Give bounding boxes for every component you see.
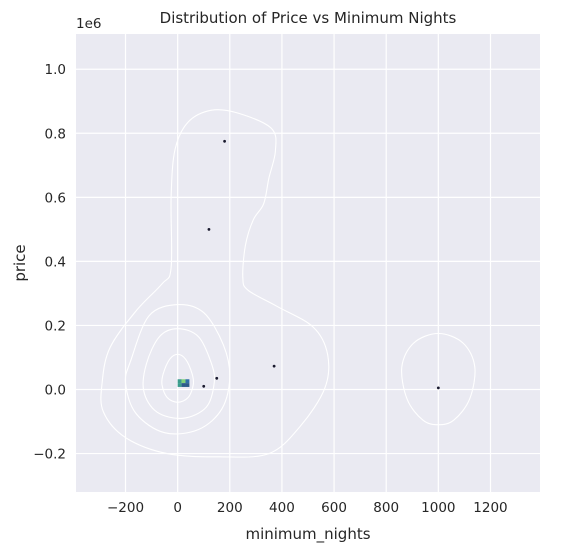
x-tick-label: 200 — [217, 500, 243, 516]
scatter-point — [436, 386, 440, 390]
plot-area — [76, 34, 540, 492]
x-tick-label: 1200 — [473, 500, 507, 516]
kde-contours — [100, 109, 476, 458]
y-axis-label: price — [11, 244, 29, 281]
scatter-point — [215, 376, 219, 380]
scatter-point — [202, 384, 206, 388]
x-tick-label: 800 — [373, 500, 399, 516]
chart-title: Distribution of Price vs Minimum Nights — [160, 9, 457, 27]
hist2d-bin — [181, 379, 186, 384]
x-axis-label: minimum_nights — [245, 525, 370, 544]
x-tick-label: 1000 — [421, 500, 455, 516]
hist2d-bin — [185, 379, 190, 384]
y-tick-label: 0.0 — [45, 383, 66, 399]
hist2d-bins — [177, 379, 190, 387]
hist2d-bin — [177, 379, 182, 384]
x-tick-label: 600 — [321, 500, 347, 516]
gridlines — [76, 34, 540, 492]
y-tick-label: 1.0 — [45, 62, 66, 78]
x-tick-label: −200 — [107, 500, 144, 516]
x-tick-label: 400 — [269, 500, 295, 516]
hist2d-bin — [185, 383, 190, 387]
y-tick-label: 0.2 — [45, 318, 66, 334]
scatter-point — [272, 364, 276, 368]
kde-contour — [401, 332, 476, 426]
kde-contour — [124, 303, 231, 435]
y-axis-offset-label: 1e6 — [76, 16, 101, 32]
x-tick-labels: −200 0 200 400 600 800 1000 1200 — [107, 500, 508, 516]
y-tick-label: 0.8 — [45, 126, 66, 142]
y-tick-label: 0.6 — [45, 190, 66, 206]
kde-contour — [100, 109, 330, 458]
y-tick-labels: −0.2 0.0 0.2 0.4 0.6 0.8 1.0 — [33, 62, 66, 462]
hist2d-bin — [177, 383, 182, 387]
scatter-points — [202, 139, 440, 390]
y-tick-label: 0.4 — [45, 254, 66, 270]
x-tick-label: 0 — [173, 500, 182, 516]
y-tick-label: −0.2 — [33, 447, 66, 463]
kde-contour — [161, 353, 195, 403]
scatter-point — [207, 227, 211, 231]
hist2d-bin — [181, 383, 186, 387]
scatter-point — [223, 139, 226, 143]
kde-contour — [142, 328, 216, 419]
